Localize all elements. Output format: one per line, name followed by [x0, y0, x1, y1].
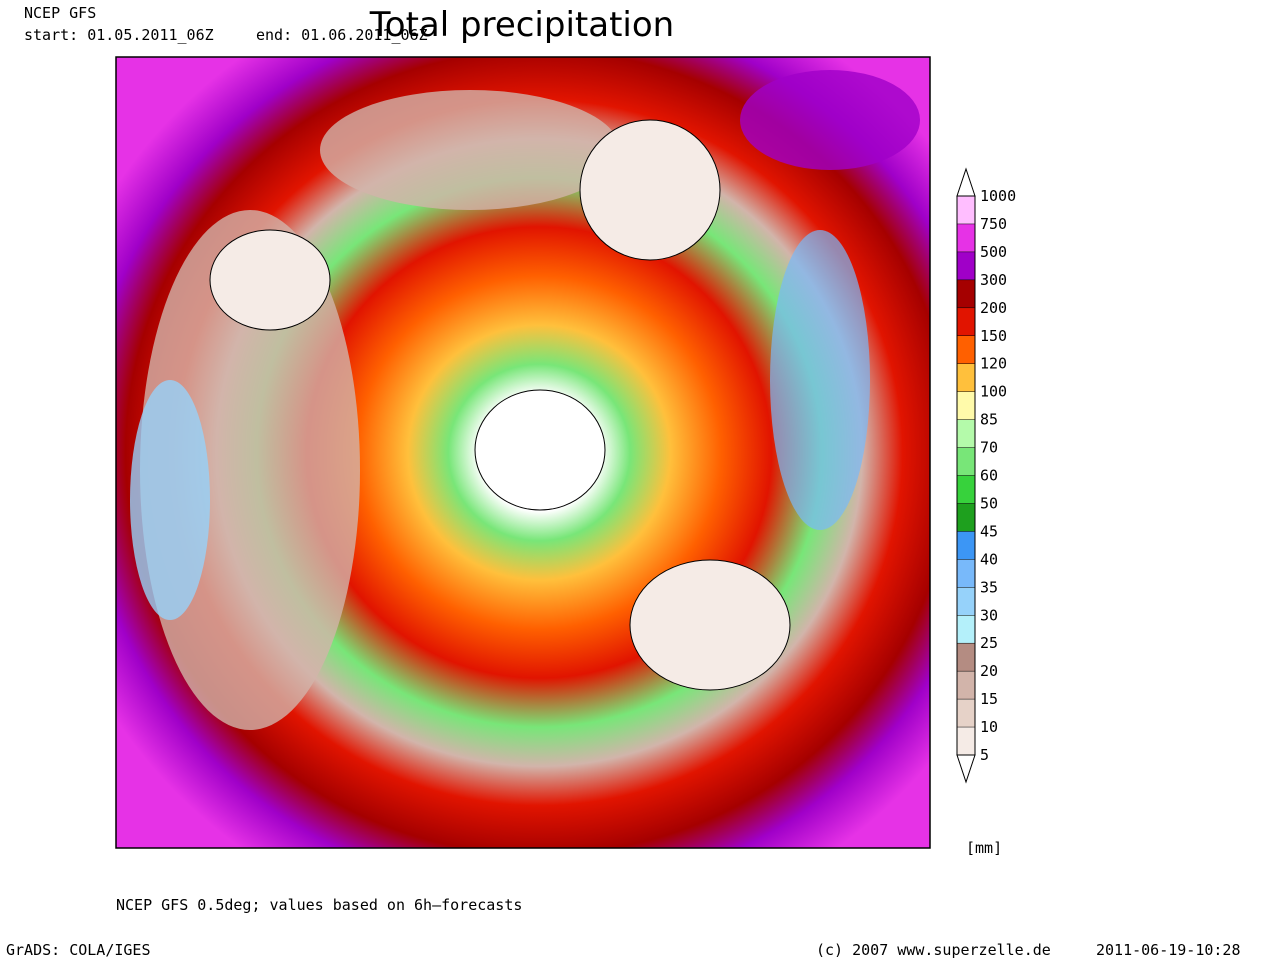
colorbar-label: 120 [980, 355, 1007, 373]
colorbar-box [957, 419, 975, 448]
dry-zone [320, 90, 620, 210]
colorbar-box [957, 531, 975, 560]
end-label: end: 01.06.2011_06Z [256, 26, 428, 44]
colorbar-box [957, 223, 975, 252]
colorbar-label: 20 [980, 662, 998, 680]
colorbar-arrow [956, 167, 976, 197]
colorbar-label: 70 [980, 439, 998, 457]
colorbar-label: 15 [980, 690, 998, 708]
colorbar-label: 300 [980, 271, 1007, 289]
colorbar-label: 35 [980, 578, 998, 596]
colorbar-label: 30 [980, 606, 998, 624]
colorbar-arrow [956, 754, 976, 784]
land-australia [629, 559, 791, 691]
colorbar-box [957, 643, 975, 672]
map [116, 57, 930, 848]
land-africa [579, 119, 721, 261]
colorbar-box [957, 475, 975, 504]
dry-zone [130, 380, 210, 620]
timestamp-label: 2011-06-19-10:28 [1096, 941, 1241, 959]
wet-zone [740, 70, 920, 170]
model-label: NCEP GFS [24, 4, 96, 22]
colorbar-label: 60 [980, 467, 998, 485]
colorbar-box [957, 363, 975, 392]
colorbar-box [957, 196, 975, 224]
colorbar-box [957, 503, 975, 532]
colorbar-box [957, 279, 975, 308]
colorbar-label: 750 [980, 215, 1007, 233]
colorbar-label: 25 [980, 634, 998, 652]
colorbar-label: 85 [980, 411, 998, 429]
colorbar-label: 45 [980, 522, 998, 540]
colorbar-box [957, 307, 975, 336]
colorbar-box [957, 391, 975, 420]
colorbar-box [957, 727, 975, 755]
colorbar-box [957, 251, 975, 280]
map-title: Total precipitation [369, 5, 674, 45]
land-antarctica [474, 389, 606, 511]
colorbar-box [957, 335, 975, 364]
colorbar-box [957, 699, 975, 728]
colorbar-label: 40 [980, 550, 998, 568]
colorbar-box [957, 615, 975, 644]
map-frame [115, 56, 931, 849]
colorbar-label: 150 [980, 327, 1007, 345]
colorbar: 5 10 15 20 25 30 35 40 45 50 60 70 85 100 120 150 200 300… [956, 167, 1016, 784]
footer-note: NCEP GFS 0.5deg; values based on 6h–fore… [116, 896, 522, 914]
wet-zone [770, 230, 870, 530]
colorbar-label: 500 [980, 243, 1007, 261]
colorbar-box [957, 587, 975, 616]
colorbar-box [957, 559, 975, 588]
colorbar-label: 50 [980, 494, 998, 512]
colorbar-label: 10 [980, 718, 998, 736]
colorbar-label: 100 [980, 383, 1007, 401]
colorbar-label: 5 [980, 746, 989, 764]
copyright-label: (c) 2007 www.superzelle.de [816, 941, 1051, 959]
colorbar-box [957, 671, 975, 700]
dry-zone [140, 210, 360, 730]
colorbar-label: 200 [980, 299, 1007, 317]
start-label: start: 01.05.2011_06Z [24, 26, 214, 44]
unit-label: [mm] [966, 839, 1002, 857]
software-label: GrADS: COLA/IGES [6, 941, 151, 959]
land-south-america [209, 229, 331, 331]
colorbar-label: 1000 [980, 187, 1016, 205]
colorbar-box [957, 447, 975, 476]
